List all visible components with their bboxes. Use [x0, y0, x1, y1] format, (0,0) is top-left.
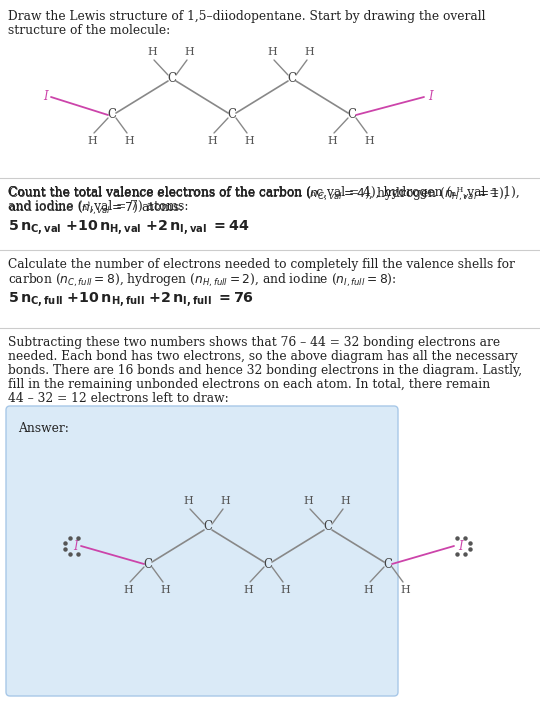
Text: and iodine ($n_{I,val} = 7$) atoms:: and iodine ($n_{I,val} = 7$) atoms: — [8, 200, 184, 218]
Text: fill in the remaining unbonded electrons on each atom. In total, there remain: fill in the remaining unbonded electrons… — [8, 378, 490, 391]
Text: H: H — [280, 585, 290, 595]
Text: H: H — [183, 496, 193, 506]
Text: H: H — [184, 47, 194, 57]
Text: C: C — [348, 108, 356, 122]
Text: H: H — [327, 136, 337, 146]
Text: C: C — [323, 520, 333, 534]
Text: I: I — [428, 91, 433, 103]
Text: H: H — [160, 585, 170, 595]
Text: Draw the Lewis structure of 1,5–diiodopentane. Start by drawing the overall: Draw the Lewis structure of 1,5–diiodope… — [8, 10, 485, 23]
Text: H: H — [207, 136, 217, 146]
Text: C: C — [383, 558, 393, 570]
Text: H: H — [303, 496, 313, 506]
Text: H: H — [304, 47, 314, 57]
Text: structure of the molecule:: structure of the molecule: — [8, 24, 170, 37]
FancyBboxPatch shape — [6, 406, 398, 696]
Text: H: H — [87, 136, 97, 146]
Text: C: C — [167, 72, 177, 84]
Text: H: H — [147, 47, 157, 57]
Text: carbon ($n_{C,full} = 8$), hydrogen ($n_{H,full} = 2$), and iodine ($n_{I,full} : carbon ($n_{C,full} = 8$), hydrogen ($n_… — [8, 272, 396, 289]
Text: C: C — [227, 108, 237, 122]
Text: Count the total valence electrons of the carbon (: Count the total valence electrons of the… — [8, 186, 311, 199]
Text: H: H — [267, 47, 277, 57]
Text: C: C — [204, 520, 213, 534]
Text: Calculate the number of electrons needed to completely fill the valence shells f: Calculate the number of electrons needed… — [8, 258, 515, 271]
Text: Subtracting these two numbers shows that 76 – 44 = 32 bonding electrons are: Subtracting these two numbers shows that… — [8, 336, 500, 349]
Text: 44 – 32 = 12 electrons left to draw:: 44 – 32 = 12 electrons left to draw: — [8, 392, 229, 405]
Text: $\mathbf{5\,}$$\mathbf{n_{C,val}}$ $\mathbf{+ 10\,}$$\mathbf{n_{H,val}}$ $\mathb: $\mathbf{5\,}$$\mathbf{n_{C,val}}$ $\mat… — [8, 218, 249, 237]
Text: H: H — [340, 496, 350, 506]
Text: C: C — [264, 558, 273, 570]
Text: bonds. There are 16 bonds and hence 32 bonding electrons in the diagram. Lastly,: bonds. There are 16 bonds and hence 32 b… — [8, 364, 522, 377]
Text: I: I — [458, 539, 462, 553]
Text: C: C — [287, 72, 296, 84]
Text: H: H — [124, 136, 134, 146]
Text: I: I — [43, 91, 48, 103]
Text: H: H — [220, 496, 230, 506]
Text: H: H — [363, 585, 373, 595]
Text: H: H — [244, 136, 254, 146]
Text: I: I — [73, 539, 77, 553]
Text: H: H — [364, 136, 374, 146]
Text: and iodine (​ₙⁱ,val​ = 7) atoms:: and iodine (​ₙⁱ,val​ = 7) atoms: — [8, 200, 188, 213]
Text: needed. Each bond has two electrons, so the above diagram has all the necessary: needed. Each bond has two electrons, so … — [8, 350, 518, 363]
Text: Answer:: Answer: — [18, 422, 69, 435]
Text: H: H — [400, 585, 410, 595]
Text: $\mathbf{5\,}$$\mathbf{n_{C,full}}$ $\mathbf{+ 10\,}$$\mathbf{n_{H,full}}$ $\mat: $\mathbf{5\,}$$\mathbf{n_{C,full}}$ $\ma… — [8, 290, 254, 309]
Text: C: C — [144, 558, 152, 570]
Text: H: H — [123, 585, 133, 595]
Text: H: H — [243, 585, 253, 595]
Text: Count the total valence electrons of the carbon ($n_{C,val} = 4$), hydrogen ($n_: Count the total valence electrons of the… — [8, 186, 508, 203]
Text: C: C — [107, 108, 117, 122]
Text: Count the total valence electrons of the carbon (​ₙᴄ,val​ = 4), hydrogen (​ₙᴴ,va: Count the total valence electrons of the… — [8, 186, 519, 199]
